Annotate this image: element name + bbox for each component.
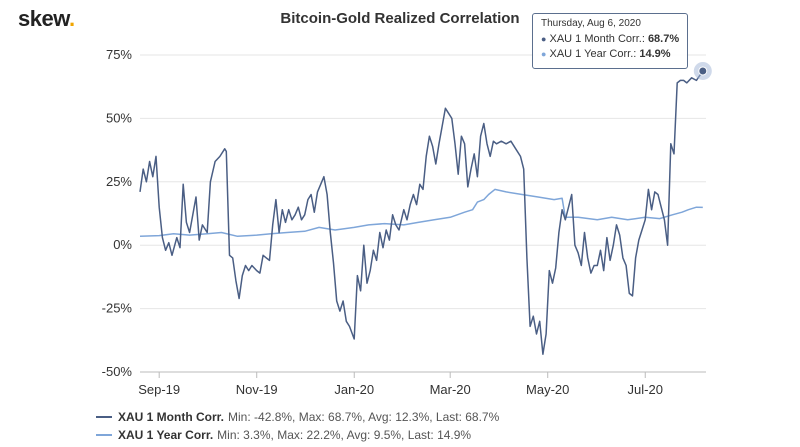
grid-lines bbox=[140, 54, 706, 373]
series-line bbox=[139, 188, 703, 238]
y-tick-label: 50% bbox=[106, 110, 132, 125]
y-tick-label: 0% bbox=[113, 237, 132, 252]
x-tick-label: Nov-19 bbox=[236, 382, 278, 397]
tooltip: Thursday, Aug 6, 2020 ● XAU 1 Month Corr… bbox=[532, 13, 688, 69]
x-tick-label: May-20 bbox=[526, 382, 569, 397]
legend-swatch bbox=[96, 416, 112, 418]
bullet-icon: ● bbox=[541, 49, 547, 59]
y-tick-label: -50% bbox=[102, 364, 133, 379]
y-tick-label: 25% bbox=[106, 174, 132, 189]
x-tick-label: Sep-19 bbox=[138, 382, 180, 397]
legend-item-month[interactable]: XAU 1 Month Corr. Min: -42.8%, Max: 68.7… bbox=[96, 408, 499, 426]
hover-point[interactable] bbox=[698, 66, 708, 76]
y-axis: -50% -25% 0% 25% 50% 75% bbox=[102, 47, 133, 379]
x-tick-label: Jan-20 bbox=[334, 382, 374, 397]
legend: XAU 1 Month Corr. Min: -42.8%, Max: 68.7… bbox=[96, 408, 499, 444]
series-line bbox=[139, 70, 704, 355]
series-lines bbox=[139, 70, 704, 355]
y-tick-label: 75% bbox=[106, 47, 132, 62]
markers bbox=[693, 61, 712, 80]
tooltip-date: Thursday, Aug 6, 2020 bbox=[541, 18, 641, 29]
x-axis: Sep-19 Nov-19 Jan-20 Mar-20 May-20 Jul-20 bbox=[138, 371, 706, 397]
legend-item-year[interactable]: XAU 1 Year Corr. Min: 3.3%, Max: 22.2%, … bbox=[96, 426, 499, 444]
tooltip-row-month: ● XAU 1 Month Corr.: 68.7% bbox=[541, 33, 680, 45]
bullet-icon: ● bbox=[541, 34, 547, 44]
y-tick-label: -25% bbox=[102, 301, 133, 316]
tooltip-row-year: ● XAU 1 Year Corr.: 14.9% bbox=[541, 48, 671, 60]
chart-title: Bitcoin-Gold Realized Correlation bbox=[280, 10, 520, 27]
x-tick-label: Mar-20 bbox=[430, 382, 471, 397]
x-tick-label: Jul-20 bbox=[628, 382, 663, 397]
skew-logo: skew. bbox=[18, 6, 75, 31]
legend-swatch bbox=[96, 434, 112, 436]
